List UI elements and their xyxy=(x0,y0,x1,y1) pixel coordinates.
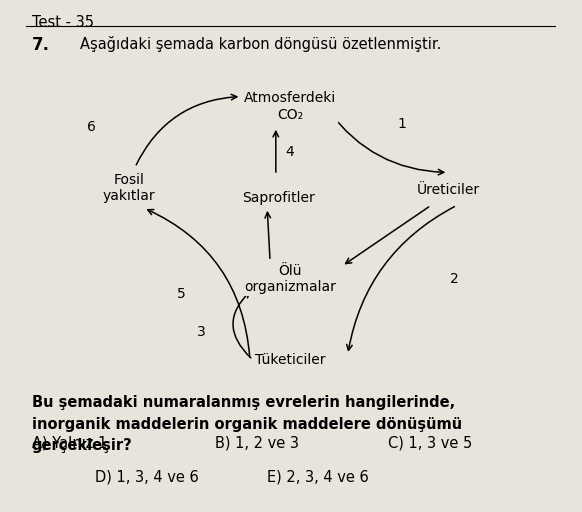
Text: 2: 2 xyxy=(450,272,459,286)
Text: 7.: 7. xyxy=(31,36,49,54)
Text: Atmosferdeki
CO₂: Atmosferdeki CO₂ xyxy=(244,92,336,122)
Text: A) Yalnız 1: A) Yalnız 1 xyxy=(31,436,107,451)
Text: 5: 5 xyxy=(176,287,185,301)
Text: Ölü
organizmalar: Ölü organizmalar xyxy=(244,264,336,294)
Text: Üreticiler: Üreticiler xyxy=(417,183,480,197)
Text: 4: 4 xyxy=(286,145,294,159)
Text: 6: 6 xyxy=(87,120,96,134)
Text: 3: 3 xyxy=(197,325,205,339)
Text: D) 1, 3, 4 ve 6: D) 1, 3, 4 ve 6 xyxy=(95,470,198,485)
Text: Saprofitler: Saprofitler xyxy=(242,191,315,205)
Text: Bu şemadaki numaralanmış evrelerin hangilerinde,
inorganik maddelerin organik ma: Bu şemadaki numaralanmış evrelerin hangi… xyxy=(31,395,462,454)
Text: Aşağıdaki şemada karbon döngüsü özetlenmiştir.: Aşağıdaki şemada karbon döngüsü özetlenm… xyxy=(80,36,442,52)
Text: B) 1, 2 ve 3: B) 1, 2 ve 3 xyxy=(215,436,300,451)
Text: 1: 1 xyxy=(398,117,407,131)
Text: Fosil
yakıtlar: Fosil yakıtlar xyxy=(103,173,155,203)
Text: C) 1, 3 ve 5: C) 1, 3 ve 5 xyxy=(388,436,472,451)
Text: Test - 35: Test - 35 xyxy=(31,15,94,30)
Text: Tüketiciler: Tüketiciler xyxy=(255,353,325,367)
Text: E) 2, 3, 4 ve 6: E) 2, 3, 4 ve 6 xyxy=(267,470,369,485)
